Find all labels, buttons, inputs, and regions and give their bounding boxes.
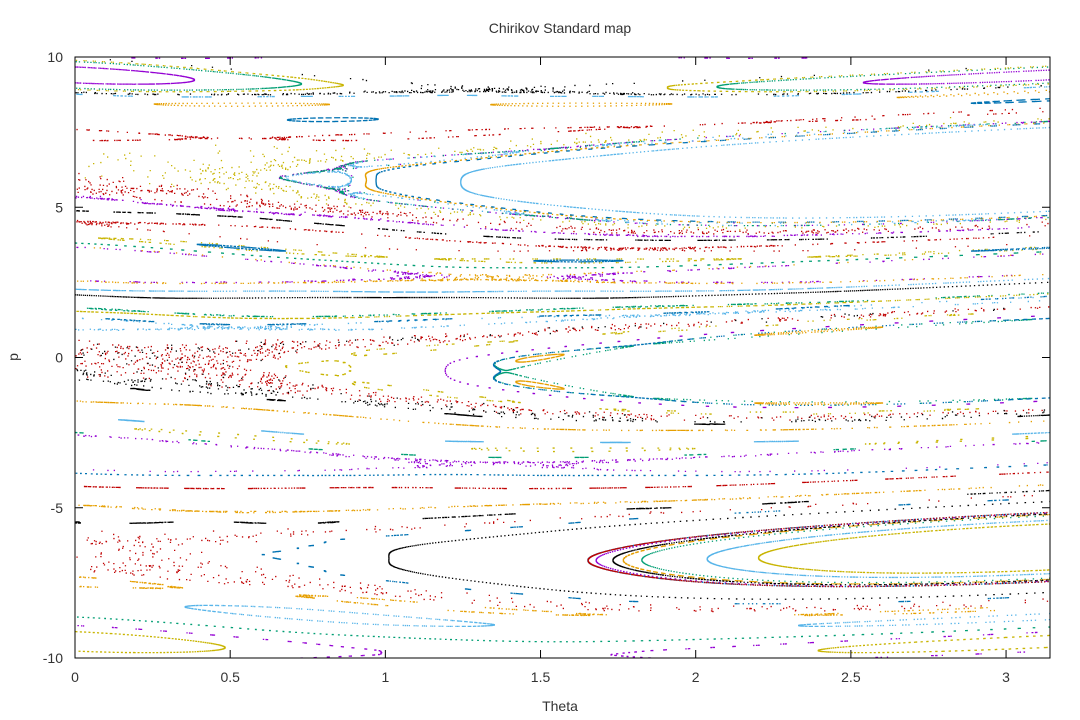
orbit-series [76,89,1050,617]
y-tick-label: -10 [43,650,63,666]
y-axis-ticks: -10 -5 0 5 10 [43,49,1050,666]
x-tick-label: 3 [1002,669,1010,685]
orbit-points-path [75,59,1050,600]
x-tick-label: 1.5 [531,669,551,685]
orbit-series [75,107,1050,613]
x-tick-label: 0 [71,669,79,685]
orbit-series [75,86,1050,627]
orbit-points-path [75,107,1050,613]
x-tick-label: 2 [692,669,700,685]
x-axis-label: Theta [542,698,578,714]
orbit-series [75,59,1050,654]
x-tick-label: 1 [381,669,389,685]
y-tick-label: 5 [55,199,63,215]
chart-title: Chirikov Standard map [489,20,632,36]
y-tick-label: -5 [51,500,64,516]
orbit-points-path [76,89,1050,617]
orbit-points-path [75,86,1050,627]
orbit-points [75,57,1050,658]
y-tick-label: 10 [47,49,63,65]
x-tick-label: 2.5 [841,669,861,685]
x-axis-ticks: 0 0.5 1 1.5 2 2.5 3 [71,57,1010,685]
orbit-series [75,59,1050,600]
x-tick-label: 0.5 [220,669,240,685]
y-tick-label: 0 [55,350,63,366]
orbit-points-path [75,59,1050,654]
y-axis-label: p [5,353,21,361]
